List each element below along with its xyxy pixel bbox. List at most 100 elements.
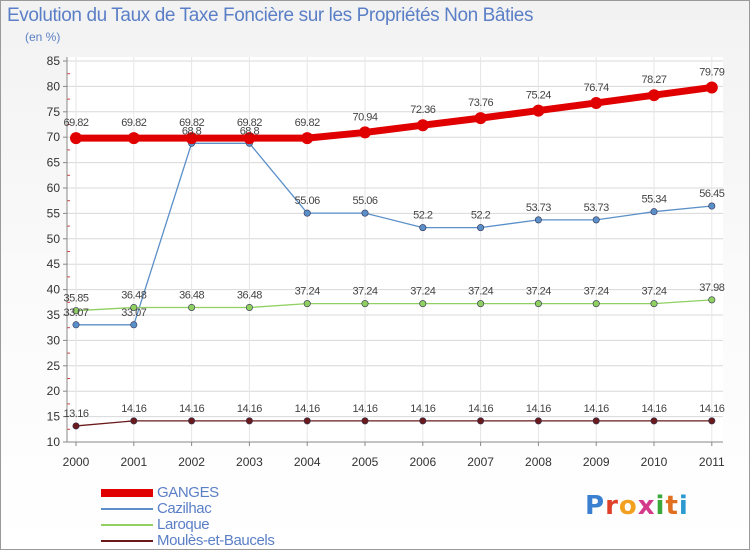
logo-letter: x xyxy=(637,491,656,521)
data-point xyxy=(303,417,311,425)
data-point xyxy=(708,417,716,425)
logo-letter: t xyxy=(665,491,679,521)
data-point xyxy=(477,224,485,232)
data-point xyxy=(188,303,196,311)
data-point xyxy=(419,417,427,425)
data-point xyxy=(245,303,253,311)
data-label: 14.16 xyxy=(237,403,262,415)
data-point xyxy=(534,300,542,308)
y-tick-label: 85 xyxy=(47,54,61,68)
series-line-laroque xyxy=(75,299,712,312)
data-label: 14.16 xyxy=(584,403,609,415)
data-point xyxy=(245,417,253,425)
x-tick-label: 2007 xyxy=(467,455,494,469)
y-tick-label: 15 xyxy=(47,410,61,424)
data-label: 73.76 xyxy=(468,97,493,109)
y-tick-label: 60 xyxy=(47,181,61,195)
x-tick-label: 2003 xyxy=(236,455,263,469)
data-label: 37.24 xyxy=(641,286,666,298)
data-point xyxy=(127,132,140,145)
data-point xyxy=(592,216,600,224)
data-point xyxy=(590,96,603,109)
data-label: 69.82 xyxy=(121,117,146,129)
y-tick-label: 45 xyxy=(47,257,61,271)
y-tick-label: 70 xyxy=(47,130,61,144)
data-label: 14.16 xyxy=(121,403,146,415)
data-point xyxy=(416,119,429,132)
data-label: 72.36 xyxy=(410,104,435,116)
data-point xyxy=(130,303,138,311)
plot-area xyxy=(67,57,723,442)
data-point xyxy=(303,300,311,308)
data-label: 76.74 xyxy=(584,82,609,94)
y-tick-label: 75 xyxy=(47,105,61,119)
legend-label: Moulès-et-Baucels xyxy=(157,532,275,549)
data-label: 37.98 xyxy=(699,282,724,294)
data-label: 14.16 xyxy=(526,403,551,415)
logo-letter: r xyxy=(605,491,619,521)
logo-letter: P xyxy=(585,491,606,521)
data-label: 68.8 xyxy=(182,125,202,137)
data-label: 75.24 xyxy=(526,90,551,102)
data-label: 37.24 xyxy=(352,286,377,298)
data-point xyxy=(72,321,80,329)
x-tick-label: 2006 xyxy=(409,455,436,469)
x-tick-label: 2010 xyxy=(641,455,668,469)
data-point xyxy=(243,132,256,145)
legend-label: GANGES xyxy=(157,484,219,501)
logo-letter: i xyxy=(678,491,689,521)
data-label: 69.82 xyxy=(295,117,320,129)
data-point xyxy=(705,81,718,94)
series-line-moulès-et-baucels xyxy=(75,420,712,427)
data-point xyxy=(419,300,427,308)
data-point xyxy=(534,216,542,224)
data-label: 69.82 xyxy=(237,117,262,129)
data-label: 36.48 xyxy=(179,289,204,301)
data-label: 35.85 xyxy=(63,293,88,305)
legend-swatch xyxy=(101,508,153,510)
y-tick-label: 10 xyxy=(47,435,61,449)
y-tick-label: 20 xyxy=(47,384,61,398)
data-label: 33.07 xyxy=(121,307,146,319)
data-label: 37.24 xyxy=(584,286,609,298)
data-label: 14.16 xyxy=(468,403,493,415)
series-line-cazilhac xyxy=(76,142,712,326)
data-point xyxy=(130,321,138,329)
data-label: 53.73 xyxy=(584,202,609,214)
data-label: 55.06 xyxy=(295,195,320,207)
y-tick-label: 35 xyxy=(47,308,61,322)
data-point xyxy=(592,300,600,308)
logo-letter: o xyxy=(618,491,638,521)
data-label: 36.48 xyxy=(237,289,262,301)
x-tick-label: 2001 xyxy=(120,455,147,469)
data-label: 52.2 xyxy=(413,210,433,222)
data-label: 14.16 xyxy=(352,403,377,415)
data-point xyxy=(474,112,487,125)
data-point xyxy=(185,132,198,145)
y-tick-label: 25 xyxy=(47,359,61,373)
y-tick-label: 65 xyxy=(47,156,61,170)
data-label: 37.24 xyxy=(468,286,493,298)
y-tick-label: 30 xyxy=(47,333,61,347)
data-label: 79.79 xyxy=(699,66,724,78)
data-point xyxy=(708,296,716,304)
data-label: 13.16 xyxy=(63,408,88,420)
data-label: 56.45 xyxy=(699,188,724,200)
x-tick-label: 2004 xyxy=(294,455,321,469)
series-line-ganges xyxy=(76,83,713,142)
data-label: 78.27 xyxy=(641,74,666,86)
data-point xyxy=(361,209,369,217)
y-tick-label: 50 xyxy=(47,232,61,246)
data-label: 68.8 xyxy=(240,125,260,137)
data-point xyxy=(477,300,485,308)
data-point xyxy=(650,208,658,216)
data-label: 14.16 xyxy=(641,403,666,415)
proxiti-logo: Proxiti xyxy=(585,491,689,521)
x-tick-label: 2005 xyxy=(352,455,379,469)
data-point xyxy=(72,307,80,315)
y-tick-label: 80 xyxy=(47,79,61,93)
data-point xyxy=(70,132,82,145)
unit-label: (en %) xyxy=(25,30,61,44)
data-point xyxy=(301,132,314,145)
